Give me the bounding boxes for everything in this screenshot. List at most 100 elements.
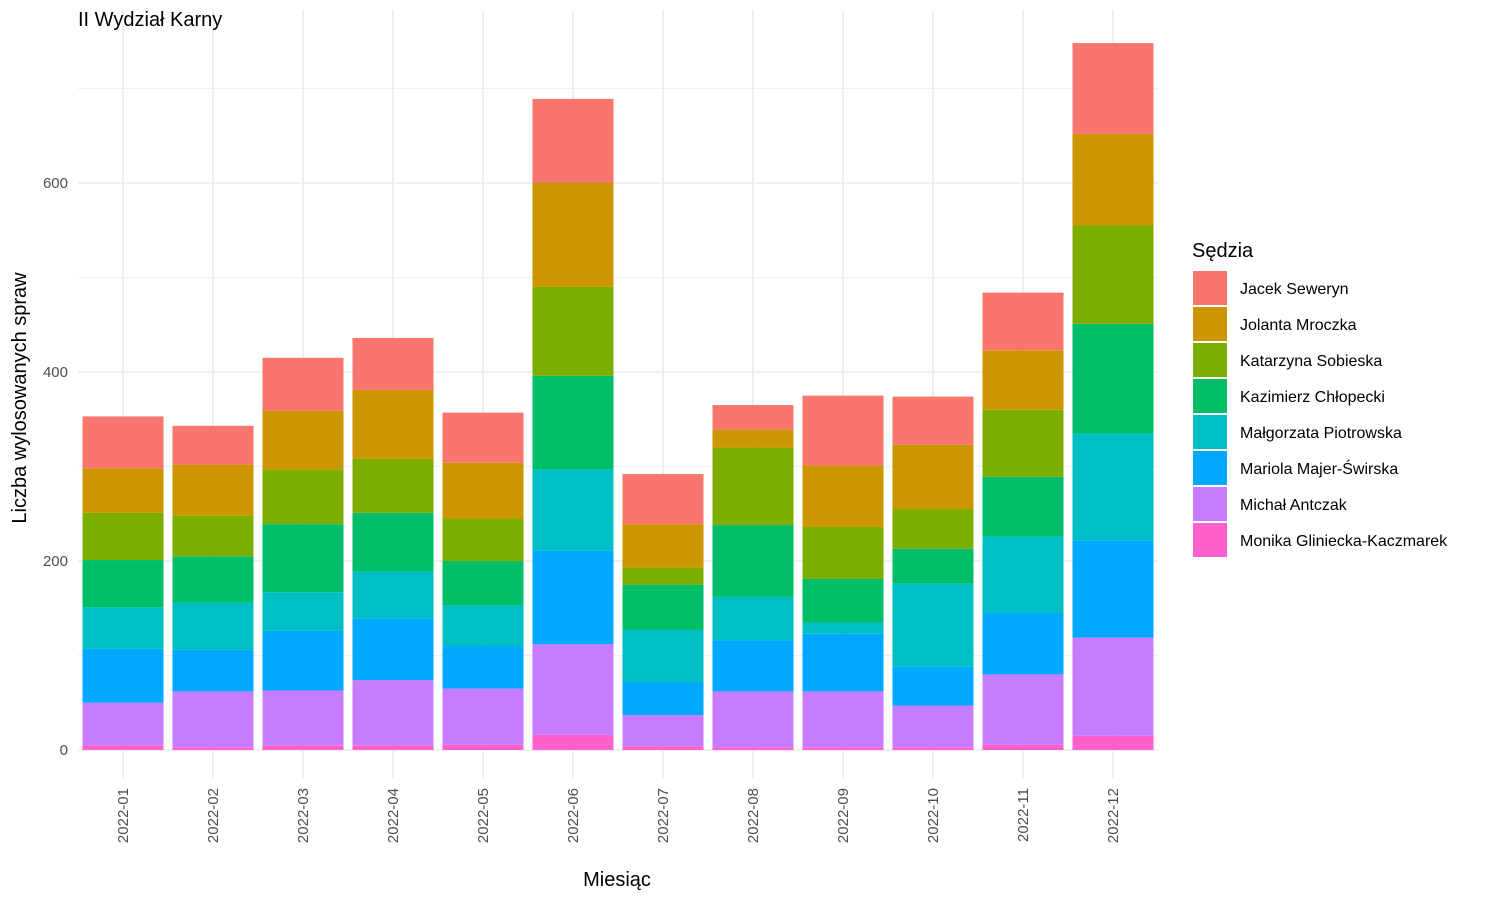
bar-segment <box>982 536 1064 613</box>
bar-segment <box>712 596 794 641</box>
bar-segment <box>442 688 524 745</box>
bar-segment <box>532 286 614 376</box>
legend-label: Jolanta Mroczka <box>1240 317 1357 334</box>
bar-segment <box>532 183 614 287</box>
bar-segment <box>982 612 1064 675</box>
bar-segment <box>352 512 434 572</box>
x-tick-label: 2022-08 <box>745 788 762 843</box>
bar-segment <box>892 705 974 748</box>
x-tick-label: 2022-04 <box>385 788 402 843</box>
bar-segment <box>172 691 254 748</box>
x-tick-label: 2022-11 <box>1015 788 1032 842</box>
bar-segment <box>802 633 884 692</box>
legend-swatch <box>1193 415 1227 449</box>
bar-segment <box>622 681 704 716</box>
bar-segment <box>172 602 254 650</box>
bar-segment <box>802 395 884 466</box>
bar-segment <box>82 607 164 649</box>
bar-segment <box>82 648 164 703</box>
bar-segment <box>442 518 524 561</box>
x-tick-label: 2022-02 <box>205 788 222 843</box>
bar-segment <box>1072 133 1154 226</box>
bar-segment <box>262 630 344 691</box>
bars <box>82 43 1154 750</box>
x-tick-label: 2022-10 <box>925 788 942 843</box>
x-axis-title: Miesiąc <box>583 869 651 891</box>
x-tick-label: 2022-07 <box>655 788 672 843</box>
bar-segment <box>892 548 974 584</box>
bar-segment <box>802 691 884 748</box>
bar-segment <box>262 592 344 631</box>
bar-segment <box>532 734 614 750</box>
bar-segment <box>712 405 794 430</box>
bar-segment <box>712 525 794 597</box>
bar-segment <box>82 745 164 750</box>
legend-label: Mariola Majer-Świrska <box>1240 459 1398 478</box>
bar-segment <box>1072 43 1154 134</box>
bar-segment <box>352 680 434 746</box>
bar-segment <box>532 550 614 645</box>
bar-segment <box>982 350 1064 410</box>
bar-segment <box>352 458 434 513</box>
bar-segment <box>622 715 704 747</box>
bar-segment <box>172 649 254 692</box>
bar-segment <box>1072 225 1154 324</box>
bar-segment <box>442 561 524 606</box>
bar-segment <box>532 644 614 735</box>
legend-label: Kazimierz Chłopecki <box>1240 389 1385 406</box>
bar-segment <box>622 629 704 682</box>
legend-swatch <box>1193 487 1227 521</box>
bar-segment <box>352 571 434 619</box>
legend-swatch <box>1193 307 1227 341</box>
bar-segment <box>172 464 254 516</box>
bar-segment <box>442 412 524 463</box>
bar-segment <box>892 583 974 667</box>
bar-segment <box>802 622 884 634</box>
y-tick-label: 0 <box>60 742 68 759</box>
bar-segment <box>262 469 344 525</box>
bar-segment <box>892 747 974 750</box>
x-tick-label: 2022-12 <box>1105 788 1122 843</box>
bar-segment <box>1072 323 1154 434</box>
bar-segment <box>892 396 974 445</box>
y-tick-label: 400 <box>43 364 68 381</box>
bar-segment <box>442 744 524 750</box>
legend: Sędzia Jacek Seweryn Jolanta Mroczka Katar… <box>1192 240 1448 557</box>
legend-label: Małgorzata Piotrowska <box>1240 425 1402 442</box>
bar-segment <box>982 674 1064 745</box>
y-axis-title: Liczba wylosowanych spraw <box>9 272 31 524</box>
bar-segment <box>712 691 794 748</box>
legend-label: Michał Antczak <box>1240 497 1348 514</box>
bar-segment <box>622 567 704 585</box>
bar-segment <box>352 337 434 390</box>
x-tick-label: 2022-09 <box>835 788 852 843</box>
bar-segment <box>172 747 254 750</box>
bar-segment <box>622 746 704 750</box>
bar-segment <box>712 429 794 448</box>
legend-swatch <box>1193 379 1227 413</box>
bar-segment <box>262 357 344 411</box>
x-tick-label: 2022-01 <box>115 788 132 843</box>
bar-segment <box>442 605 524 647</box>
bar-segment <box>442 646 524 689</box>
bar-segment <box>82 468 164 513</box>
legend-swatch <box>1193 451 1227 485</box>
bar-segment <box>262 745 344 750</box>
bar-segment <box>82 512 164 561</box>
bar-segment <box>352 745 434 750</box>
legend-label: Katarzyna Sobieska <box>1240 353 1382 370</box>
legend-label: Jacek Seweryn <box>1240 281 1349 298</box>
bar-segment <box>352 389 434 459</box>
bar-segment <box>802 578 884 623</box>
bar-segment <box>622 474 704 525</box>
x-tick-label: 2022-06 <box>565 788 582 843</box>
bar-segment <box>172 425 254 465</box>
legend-title: Sędzia <box>1192 240 1254 262</box>
y-tick-label: 200 <box>43 553 68 570</box>
bar-segment <box>532 469 614 551</box>
bar-segment <box>172 556 254 603</box>
bar-segment <box>712 747 794 750</box>
bar-segment <box>532 98 614 183</box>
y-axis-ticks: 0 200 400 600 <box>43 175 68 759</box>
